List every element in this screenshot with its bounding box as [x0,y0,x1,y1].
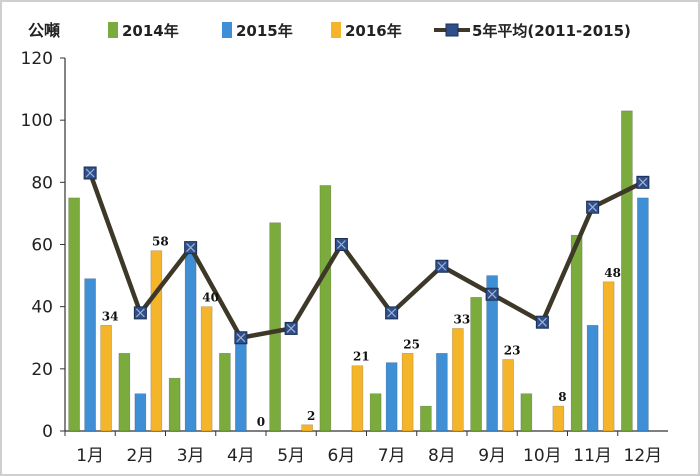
data-label: 40 [202,291,219,305]
average-line-marker-cross [588,202,598,212]
bar [586,325,599,432]
average-line-marker-cross [236,333,246,343]
legend-item-2014: 2014年 [108,22,179,40]
legend-label-5yr-average: 5年平均(2011-2015) [472,22,631,40]
data-label: 33 [454,312,471,326]
bar [235,334,247,432]
bar [184,247,197,432]
data-label: 2 [307,409,315,423]
bar [150,250,163,432]
bar [68,197,80,432]
bar [200,306,213,432]
average-line-marker-cross [537,317,547,327]
average-line-marker-cross [437,261,447,271]
data-labels: 34 58 40 0 2 21 25 33 23 8 48 [102,235,621,429]
bar [420,405,432,432]
data-label: 8 [558,390,566,404]
legend-label-2016: 2016年 [345,22,402,40]
data-label: 25 [403,337,420,351]
bar [319,185,332,432]
y-tick-label: 20 [31,360,53,380]
bar [552,405,565,432]
bar [385,362,398,432]
bar [520,393,533,432]
average-line-marker-cross [487,289,497,299]
bar [452,328,464,432]
bar [470,297,482,432]
bar [436,352,448,432]
x-tick-label: 7月 [378,446,406,466]
data-label: 0 [257,415,265,429]
x-tick-label: 12月 [624,446,663,466]
bar [84,278,96,432]
bar [637,197,649,432]
legend-swatch-2015 [222,22,232,38]
y-tick-label: 0 [42,422,53,442]
average-line-marker-cross [387,308,397,318]
bar [351,365,364,432]
legend-item-5yr-average: 5年平均(2011-2015) [434,22,631,40]
data-label: 23 [504,344,521,358]
average-line-marker-cross [85,168,95,178]
legend-marker-5yr-average [445,23,459,37]
bar [269,222,281,432]
y-tick-label: 80 [31,173,53,193]
bar [502,359,514,432]
bar [486,275,498,432]
x-tick-label: 10月 [523,446,562,466]
y-tick-label: 100 [21,111,53,131]
bar [134,393,147,432]
bar [369,393,382,432]
bars [68,110,649,432]
data-label: 34 [102,309,119,323]
x-tick-label: 8月 [428,446,456,466]
average-line [83,166,650,345]
legend-swatch-2014 [108,22,118,38]
bar [602,281,615,432]
legend-item-2016: 2016年 [331,22,402,40]
data-label: 21 [353,350,370,364]
bar [401,352,414,432]
data-label: 58 [152,235,169,249]
legend: 公噸 2014年 2015年 2016年 5年平均(2011-2015) [28,21,631,40]
y-tick-label: 40 [31,298,53,318]
x-tick-label: 1月 [76,446,104,466]
x-tick-label: 4月 [227,446,255,466]
bar [301,424,313,432]
y-tick-label: 60 [31,236,53,256]
x-tick-label: 3月 [177,446,205,466]
legend-item-2015: 2015年 [222,22,293,40]
x-tick-label: 5月 [277,446,305,466]
x-tick-label: 6月 [327,446,355,466]
bar [570,234,583,432]
legend-label-2014: 2014年 [122,22,179,40]
average-line-marker-cross [638,177,648,187]
data-label: 48 [604,266,621,280]
unit-label: 公噸 [28,21,60,40]
bar [118,352,131,432]
average-line-marker-cross [286,324,296,333]
average-line-marker-cross [135,308,145,318]
bar [100,325,112,432]
bar [168,377,181,432]
y-tick-label: 120 [21,49,53,69]
bar [621,110,633,432]
x-tick-label: 2月 [126,446,154,466]
bar [219,352,231,432]
average-line-marker-cross [186,243,196,253]
average-line-marker-cross [336,240,346,249]
legend-swatch-2016 [331,22,341,38]
average-line-path [88,172,644,340]
legend-label-2015: 2015年 [236,22,293,40]
x-tick-label: 9月 [478,446,506,466]
x-tick-label: 11月 [573,446,612,466]
